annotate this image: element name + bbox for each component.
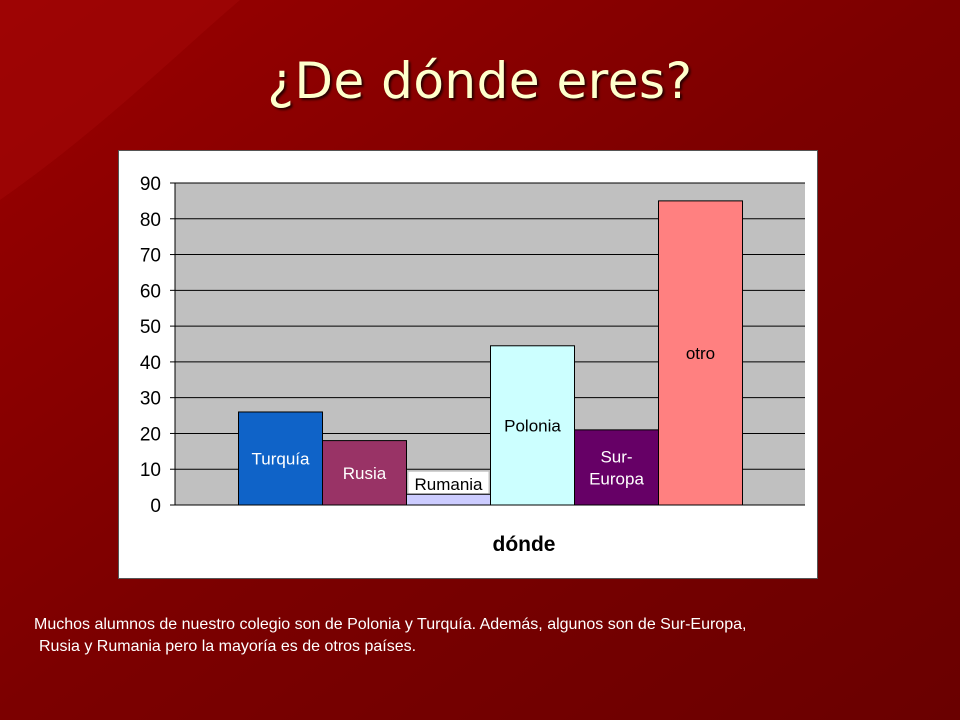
caption-line-1: Muchos alumnos de nuestro colegio son de… (34, 616, 747, 633)
bar-label-1: Rusia (343, 464, 387, 483)
bar-label-background-2 (408, 471, 489, 494)
background-swoosh (0, 0, 240, 200)
y-tick-label-0: 0 (150, 496, 161, 517)
bar-2 (406, 493, 491, 506)
bar-label-0: Turquía (252, 449, 311, 468)
y-tick-label-3: 30 (140, 389, 161, 410)
y-tick-label-7: 70 (140, 246, 161, 267)
bar-label-line-2-0: Rumania (414, 475, 483, 494)
bar-0 (238, 411, 323, 506)
bar-label-line-1-0: Rusia (343, 464, 387, 483)
bar-label-line-4-0: Sur- (600, 447, 632, 466)
bar-label-line-4-1: Europa (589, 469, 644, 488)
bar-1 (322, 440, 407, 506)
y-tick-label-2: 20 (140, 424, 161, 445)
x-axis-title: dónde (493, 533, 556, 556)
bar-5 (658, 200, 743, 506)
bar-label-line-3-0: Polonia (504, 416, 561, 435)
bar-chart: 0 10 20 30 40 50 60 70 80 90 Turquía Rusia Rumania Po… (140, 174, 805, 556)
bar-label-3: Polonia (504, 416, 561, 435)
bar-label-5: otro (686, 344, 715, 363)
y-tick-label-8: 80 (140, 210, 161, 231)
caption-line-2: Rusia y Rumania pero la mayoría es de ot… (39, 638, 417, 655)
y-tick-label-6: 60 (140, 281, 161, 302)
y-tick-label-4: 40 (140, 353, 161, 374)
bar-4 (574, 429, 659, 506)
slide-caption: Muchos alumnos de nuestro colegio son de… (34, 614, 934, 658)
bar-label-line-0-0: Turquía (252, 449, 311, 468)
bar-label-2: Rumania (414, 475, 483, 494)
y-tick-label-9: 90 (140, 174, 161, 195)
slide-title: ¿De dónde eres? (267, 52, 693, 110)
y-tick-label-1: 10 (140, 460, 161, 481)
y-tick-label-5: 50 (140, 317, 161, 338)
chart-area: 0 10 20 30 40 50 60 70 80 90 Turquía Rusia Rumania Po… (118, 150, 818, 579)
bar-label-4: Sur- Europa (589, 447, 644, 488)
bar-label-line-5-0: otro (686, 344, 715, 363)
bar-3 (490, 345, 575, 506)
